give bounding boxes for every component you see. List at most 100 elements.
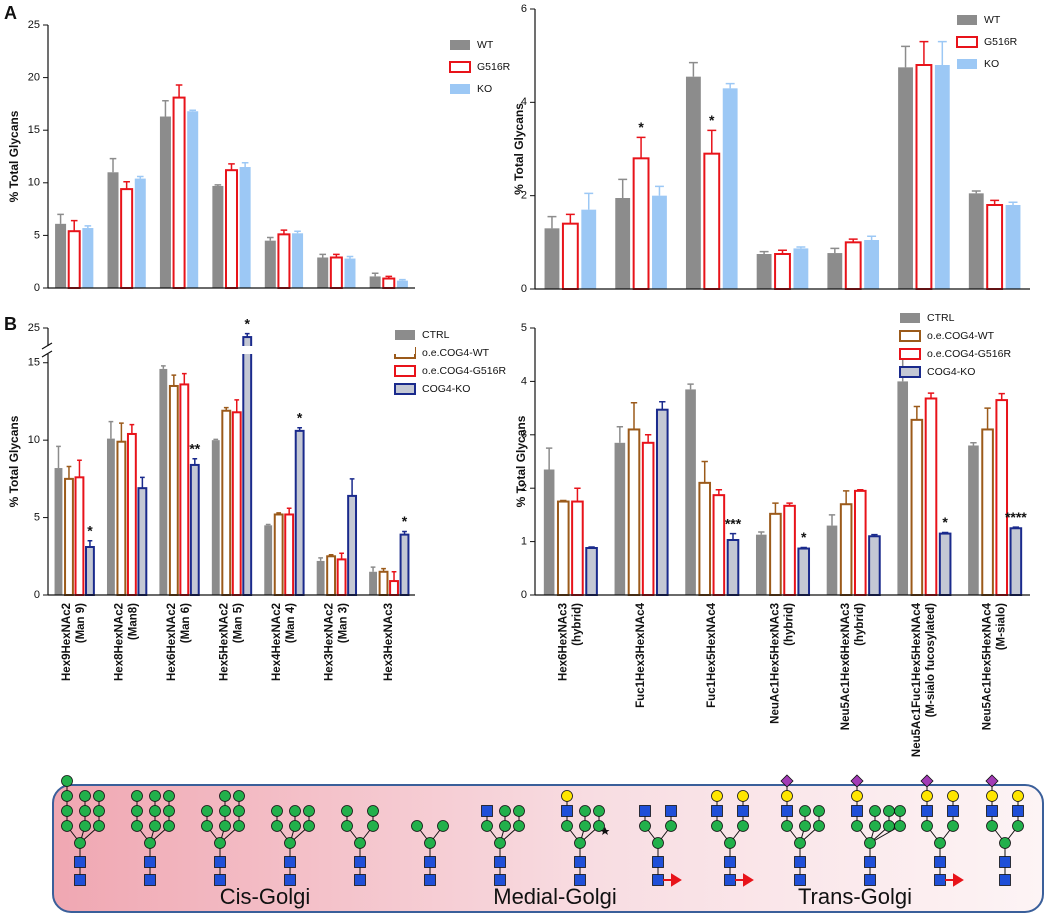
error-bar — [941, 531, 949, 534]
mannose — [271, 820, 283, 832]
fucose — [945, 873, 964, 887]
legend-swatch — [900, 313, 920, 323]
mannose — [999, 837, 1011, 849]
error-bar — [725, 82, 735, 89]
mannose — [424, 837, 436, 849]
x-tick-label: (Man 9) — [75, 603, 87, 643]
error-bar — [318, 557, 323, 561]
x-tick-label: Neu5Ac1Hex6HexNAc3 — [840, 603, 852, 730]
bar — [336, 558, 347, 596]
mannose — [513, 805, 525, 817]
error-bar — [70, 219, 78, 232]
error-bar — [244, 332, 250, 338]
legend-swatch — [899, 348, 921, 360]
bar — [934, 65, 950, 289]
mannose — [284, 837, 296, 849]
error-bar — [189, 109, 197, 112]
mannose — [639, 820, 651, 832]
significance: * — [801, 529, 807, 545]
bar — [137, 487, 148, 596]
legend-label: CTRL — [422, 329, 450, 341]
glcnac — [284, 856, 296, 868]
error-bar — [286, 507, 292, 515]
mannose — [149, 820, 161, 832]
legend-label: o.e.COG4-WT — [927, 330, 995, 342]
y-tick-label: 0 — [34, 282, 40, 294]
legend-swatch — [957, 59, 977, 69]
bar — [627, 428, 641, 596]
bar — [938, 532, 952, 597]
glcnac — [1012, 805, 1024, 817]
bar — [294, 429, 305, 596]
bar — [571, 500, 584, 596]
bar — [556, 500, 570, 596]
error-bar — [66, 465, 72, 479]
y-axis-label: % Total Glycans — [7, 415, 21, 507]
glcnac — [144, 874, 156, 886]
mannose — [163, 820, 175, 832]
fucose — [663, 873, 682, 887]
glcnac — [652, 874, 664, 886]
glcnac — [921, 805, 933, 817]
bar — [369, 276, 381, 288]
glycan-icons — [61, 774, 1024, 887]
error-bar — [971, 190, 981, 194]
error-bar — [786, 502, 793, 506]
error-bar — [171, 374, 177, 386]
mannose — [934, 837, 946, 849]
bar — [924, 397, 938, 596]
mannose — [93, 790, 105, 802]
error-bar — [339, 552, 344, 560]
mannose — [561, 820, 573, 832]
legend-label: G516R — [984, 36, 1018, 48]
error-bar — [294, 230, 301, 234]
legend-swatch — [395, 330, 415, 340]
mannose — [93, 805, 105, 817]
bar — [64, 477, 74, 597]
error-bar — [346, 255, 354, 259]
error-bar — [616, 426, 624, 443]
error-bar — [162, 99, 169, 117]
glcnac — [424, 856, 436, 868]
y-tick-label: 3 — [521, 429, 527, 441]
galactose — [851, 790, 863, 802]
bar — [329, 256, 343, 290]
glcnac — [999, 874, 1011, 886]
glcnac — [561, 805, 573, 817]
bar — [844, 241, 862, 290]
error-bar — [644, 434, 652, 443]
bar — [277, 233, 291, 290]
error-bar — [214, 184, 222, 186]
glcnac — [284, 874, 296, 886]
error-bar — [848, 238, 858, 243]
glcnac — [494, 874, 506, 886]
error-bar — [87, 540, 93, 547]
bar — [134, 178, 146, 288]
galactose — [986, 790, 998, 802]
mannose — [163, 790, 175, 802]
error-bar — [241, 162, 249, 168]
bar — [756, 254, 772, 289]
legend-label: CTRL — [927, 312, 955, 324]
mannose — [593, 820, 605, 832]
bar — [726, 538, 740, 596]
mannose — [794, 837, 806, 849]
mannose — [711, 820, 723, 832]
mannose — [341, 805, 353, 817]
bar — [864, 240, 880, 289]
x-tick-label: Fuc1Hex5HexNAc4 — [706, 602, 718, 707]
error-bar — [77, 459, 82, 478]
legend-swatch — [394, 365, 416, 377]
error-bar — [280, 229, 288, 235]
error-bar — [913, 405, 921, 420]
bar — [561, 222, 579, 291]
glcnac — [574, 856, 586, 868]
glcnac — [864, 874, 876, 886]
bar — [264, 525, 273, 595]
glcnac — [665, 805, 677, 817]
legend-swatch — [449, 61, 471, 73]
error-bar — [857, 489, 864, 491]
y-tick-label: 15 — [28, 357, 40, 369]
mannose — [437, 820, 449, 832]
